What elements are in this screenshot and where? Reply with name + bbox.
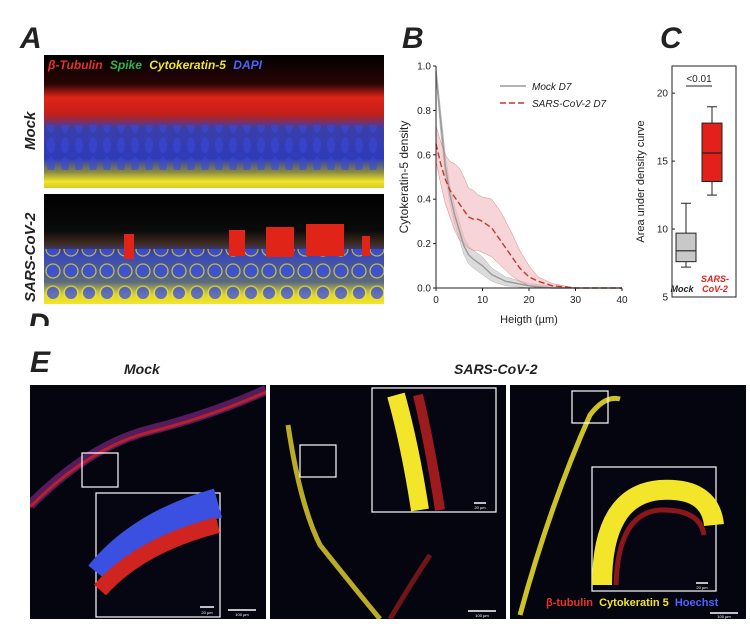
- b-y-tick-label: 1.0: [417, 62, 431, 73]
- e-image-mock: 20 µm 100 µm: [30, 385, 266, 619]
- panel-b-letter: B: [402, 22, 424, 55]
- mock-micrograph-image: [44, 55, 384, 188]
- panel-c-letter: C: [660, 22, 682, 55]
- b-y-tick-label: 0.4: [417, 195, 431, 206]
- b-y-tick-label: 0.8: [417, 106, 431, 117]
- b-x-axis-label: Heigth (µm): [500, 314, 558, 326]
- legend-dapi: DAPI: [233, 58, 262, 72]
- panel-e-letter: E: [30, 346, 51, 379]
- e-legend-beta-tubulin: β-tubulin: [546, 597, 594, 609]
- e-image-sars-2: 20 µm 100 µm β-tubulin Cytokeratin 5 Hoe…: [510, 385, 746, 619]
- e-scale-1: 20 µm: [201, 610, 213, 615]
- e-image-mock-graphic: 20 µm 100 µm: [30, 385, 266, 619]
- b-y-tick-label: 0.0: [417, 284, 431, 295]
- line-sars: [435, 143, 622, 289]
- line-mock: [435, 72, 622, 289]
- sars-micrograph-image: [44, 194, 384, 304]
- e-image-sars-1-graphic: 20 µm 100 µm: [270, 385, 506, 619]
- e-legend-cytokeratin: Cytokeratin 5: [599, 597, 669, 609]
- mock-micrograph: β-Tubulin Spike Cytokeratin-5 DAPI: [44, 55, 384, 188]
- e-scale-3: 20 µm: [474, 505, 486, 510]
- e-scale-2: 100 µm: [235, 612, 249, 617]
- e-scale-4: 100 µm: [475, 613, 489, 618]
- e-legend-hoechst: Hoechst: [674, 597, 719, 609]
- b-x-tick-label: 30: [570, 295, 582, 306]
- b-legend-label: SARS-CoV-2 D7: [532, 99, 607, 110]
- panel-d-letter: D: [28, 308, 50, 326]
- legend-spike: Spike: [109, 58, 142, 72]
- legend-beta-tubulin: β-Tubulin: [48, 58, 103, 72]
- band-sars: [435, 125, 622, 289]
- panel-a-legend: β-Tubulin Spike Cytokeratin-5 DAPI: [48, 58, 262, 72]
- b-y-axis-label: Cytokeratin-5 density: [397, 121, 411, 234]
- e-label-mock: Mock: [124, 361, 160, 377]
- sars-micrograph: [44, 194, 384, 304]
- b-y-tick-label: 0.6: [417, 150, 431, 161]
- b-y-tick-label: 0.2: [417, 239, 431, 250]
- b-x-tick-label: 0: [433, 295, 439, 306]
- b-x-tick-label: 10: [477, 295, 489, 306]
- e-label-sars: SARS-CoV-2: [454, 361, 538, 377]
- b-legend-label: Mock D7: [532, 82, 572, 93]
- e-scale-5: 20 µm: [696, 585, 708, 590]
- e-image-sars-2-graphic: 20 µm 100 µm: [510, 385, 746, 619]
- density-chart: 0 10 20 30 40 0.0 0.2 0.4 0.6 0.8 1.0 Heigth (µm) Cy…: [397, 62, 628, 327]
- b-x-tick-label: 40: [616, 295, 628, 306]
- e-scale-6: 100 µm: [717, 614, 731, 619]
- panel-a-letter: A: [20, 22, 42, 55]
- e-legend: β-tubulin Cytokeratin 5 Hoechst: [546, 597, 718, 609]
- b-x-tick-label: 20: [523, 295, 535, 306]
- legend-cytokeratin-5: Cytokeratin-5: [149, 58, 226, 72]
- e-image-sars-1: 20 µm 100 µm: [270, 385, 506, 619]
